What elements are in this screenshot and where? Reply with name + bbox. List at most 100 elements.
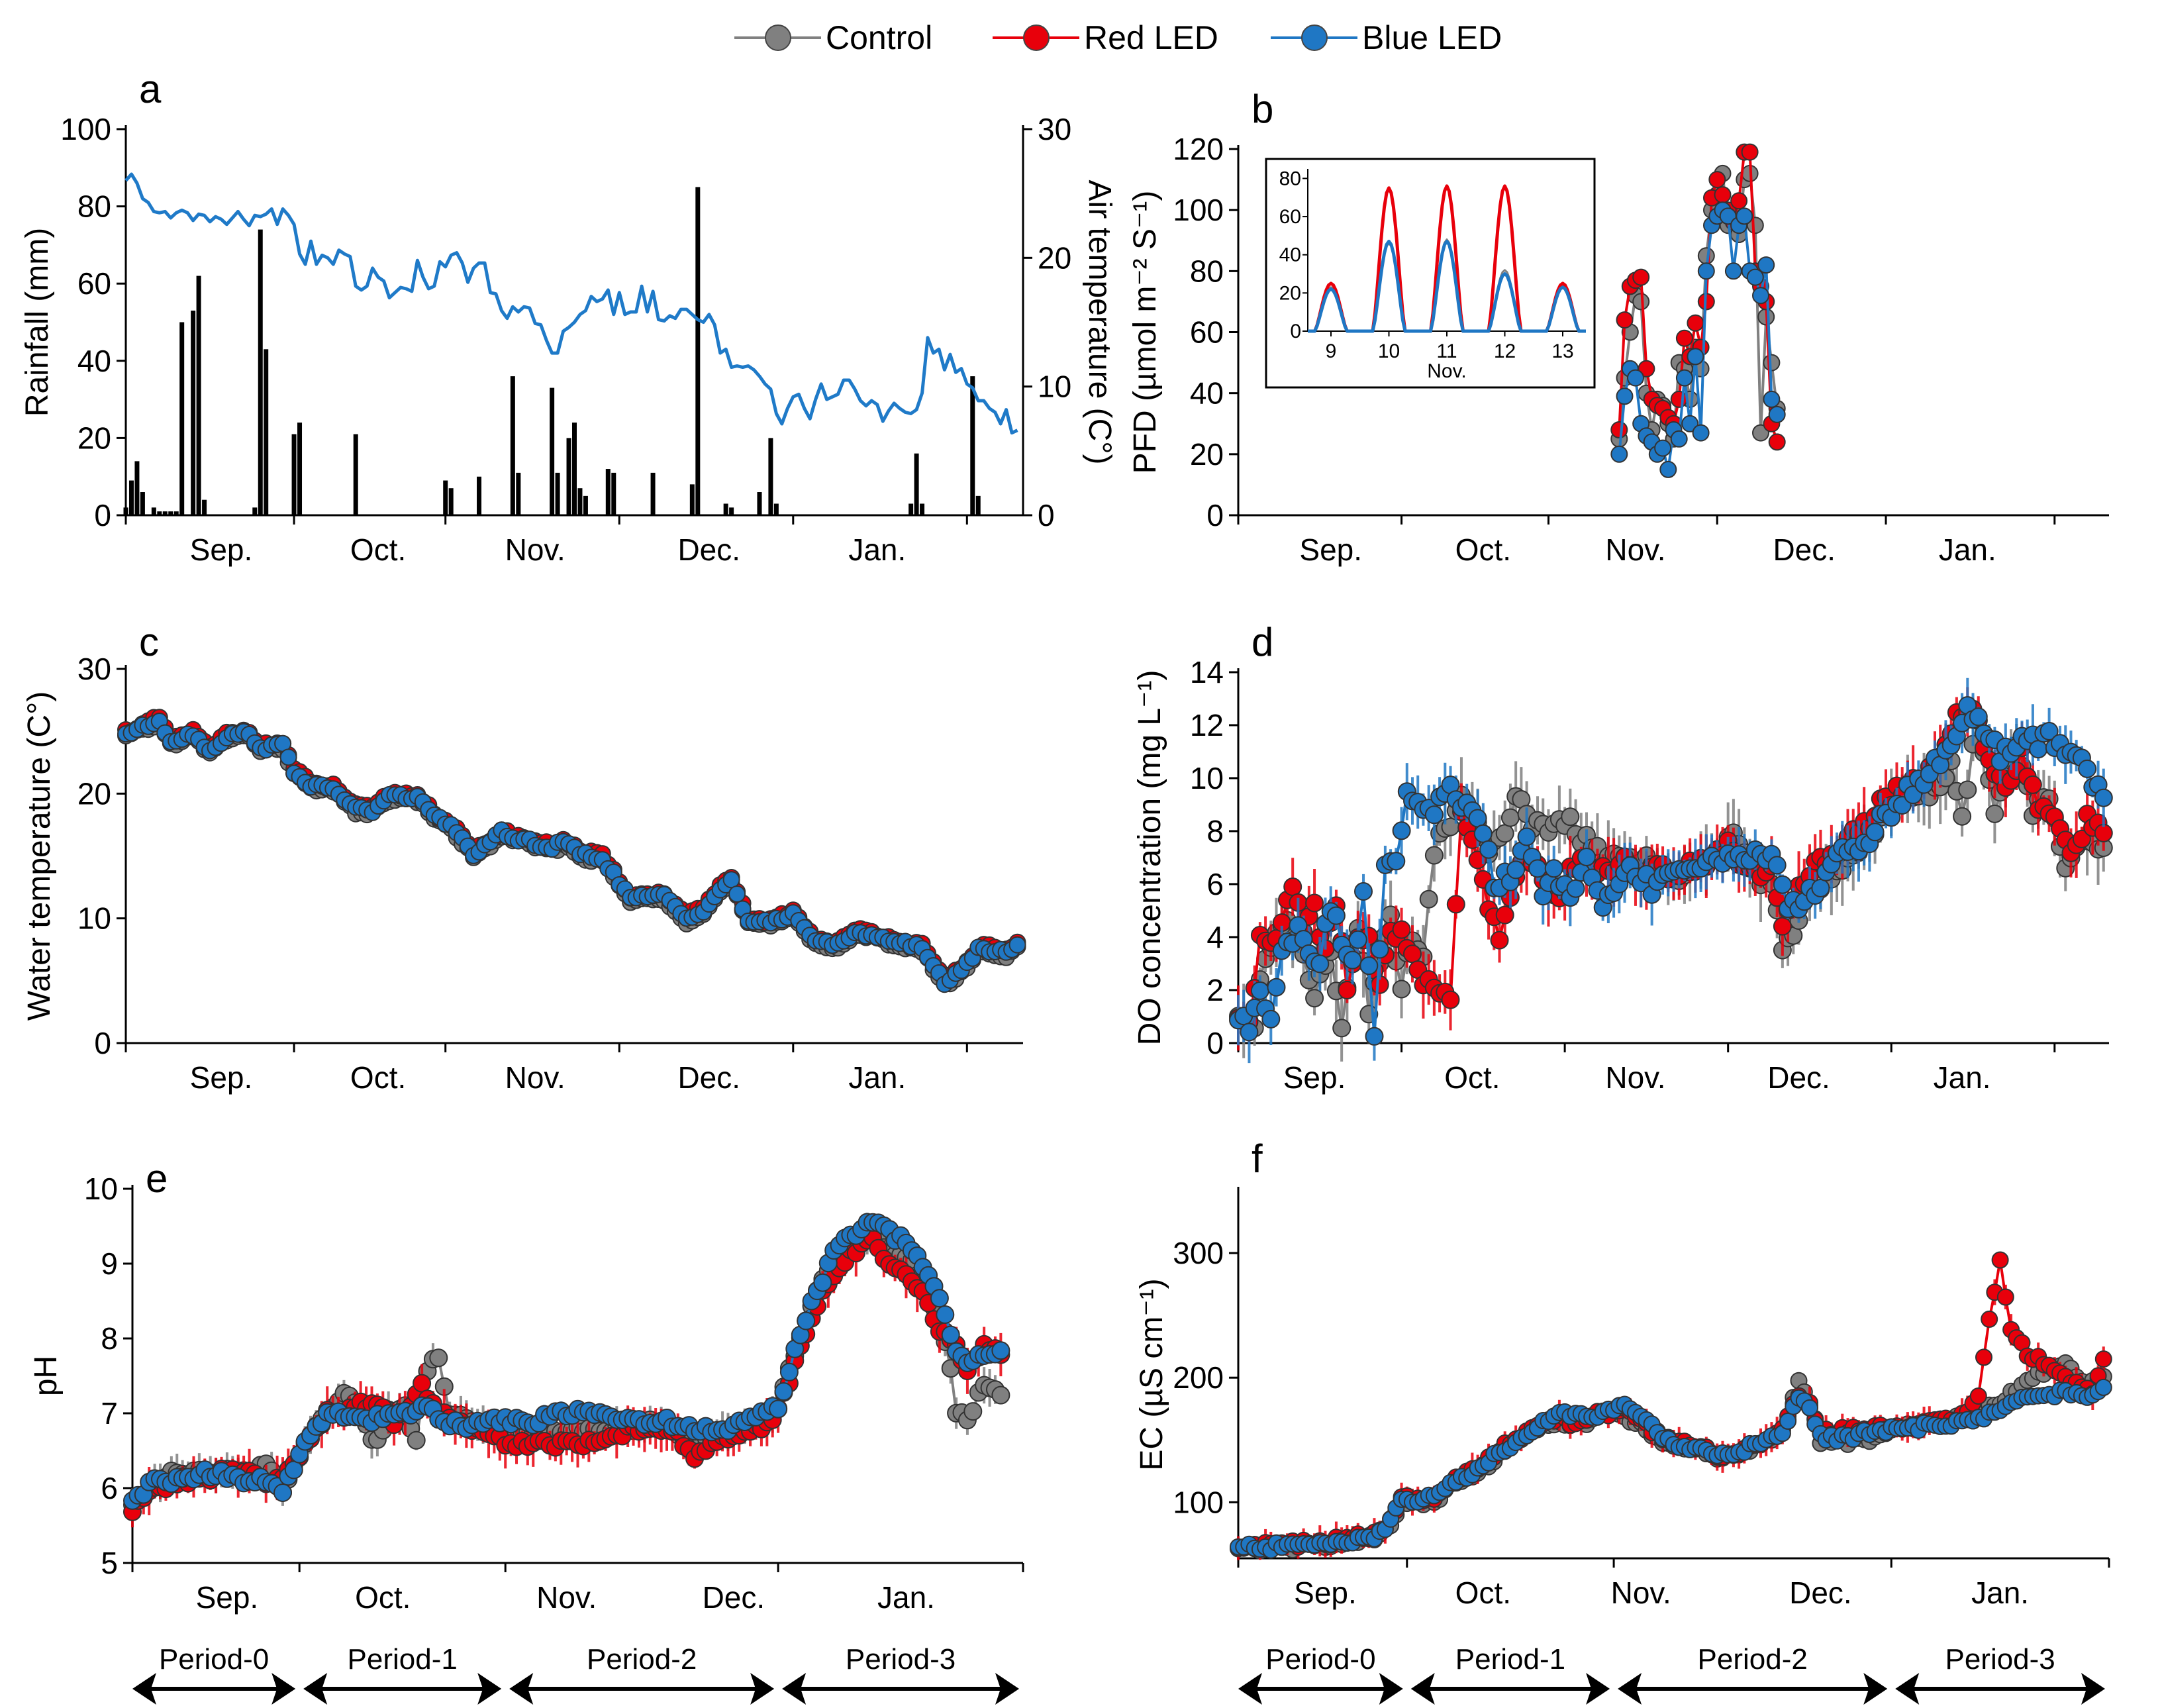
- panel-letter: e: [146, 1156, 168, 1201]
- inset-x-tick-label: 11: [1436, 340, 1457, 362]
- inset: 0 20 40 60 80 9 10 11 12 13 Nov.: [1265, 158, 1596, 389]
- panel-letter: c: [139, 620, 159, 664]
- month-label: Sep.: [190, 532, 253, 567]
- y-tick-label: 30: [77, 652, 111, 686]
- series-blue-led: [123, 1213, 1010, 1510]
- rainfall-bar: [173, 511, 179, 515]
- series-blue-led: [1230, 1378, 2112, 1559]
- rainfall-bar: [555, 472, 560, 515]
- period-label: Period-2: [587, 1643, 697, 1676]
- legend-label: Red LED: [1084, 19, 1218, 56]
- data-point: [1981, 1310, 1998, 1328]
- data-point: [429, 1348, 448, 1368]
- data-point: [1310, 954, 1330, 974]
- data-point: [1681, 415, 1699, 432]
- y-axis-title: PFD (µmol m⁻² S⁻¹): [1128, 191, 1163, 474]
- data-point: [1953, 807, 1972, 826]
- data-point: [1424, 805, 1444, 825]
- month-label: Sep.: [1294, 1576, 1357, 1610]
- month-label: Oct.: [355, 1580, 411, 1615]
- rainfall-bar: [252, 507, 258, 515]
- y-axis-title: pH: [28, 1356, 64, 1396]
- data-point: [1490, 930, 1509, 950]
- data-point: [1283, 878, 1302, 896]
- data-point: [1240, 1023, 1259, 1042]
- y-tick-label: 20: [1190, 437, 1224, 472]
- rainfall-bar: [768, 438, 773, 515]
- data-point: [1779, 1412, 1797, 1430]
- rainfall-bar: [723, 503, 728, 515]
- period-row-e: Period-0 Period-1 Period-2 Period-3: [132, 1643, 1019, 1705]
- inset-x-tick-label: 9: [1326, 340, 1337, 362]
- data-point: [1975, 1348, 1992, 1366]
- data-point: [1446, 895, 1465, 914]
- month-label: Dec.: [1789, 1576, 1852, 1610]
- data-point: [413, 1374, 432, 1393]
- y-axis-title: Water temperature (C°): [22, 691, 57, 1021]
- data-point: [1746, 268, 1764, 286]
- y-axis-title: DO concentration (mg L⁻¹): [1132, 670, 1167, 1046]
- data-point: [1419, 889, 1438, 909]
- data-point: [1670, 390, 1688, 408]
- rainfall-bar: [151, 507, 156, 515]
- data-point: [1387, 852, 1406, 871]
- data-point: [1577, 848, 1596, 866]
- data-point: [1610, 421, 1628, 438]
- rainfall-bar: [162, 511, 168, 515]
- y-tick-label: 200: [1173, 1360, 1224, 1395]
- data-point: [1801, 1399, 1818, 1417]
- period-label: Period-1: [1455, 1643, 1565, 1676]
- data-point: [1261, 1009, 1281, 1029]
- data-point: [1495, 824, 1514, 843]
- y-tick-label: 8: [101, 1321, 118, 1356]
- inset-x-label: Nov.: [1427, 360, 1466, 382]
- y-tick-label: 0: [94, 498, 111, 532]
- data-point: [1305, 989, 1324, 1008]
- data-point: [1517, 827, 1536, 846]
- legend-marker: [1023, 25, 1050, 51]
- data-point: [1659, 460, 1677, 478]
- data-point: [2023, 775, 2042, 794]
- data-point: [1670, 430, 1688, 448]
- y-tick-label: 20: [77, 421, 111, 455]
- data-point: [769, 1399, 788, 1419]
- rainfall-bar: [970, 376, 975, 515]
- data-point: [722, 871, 740, 889]
- rainfall-bar: [908, 503, 914, 515]
- month-label: Sep.: [1299, 532, 1362, 567]
- period-arrow: Period-2: [1618, 1643, 1888, 1705]
- rainfall-bar: [583, 495, 588, 515]
- data-point: [1724, 262, 1742, 280]
- legend-item: Red LED: [993, 19, 1218, 56]
- data-point: [728, 885, 746, 903]
- inset-y-tick-label: 20: [1279, 282, 1301, 304]
- y-tick-label: 40: [1190, 376, 1224, 411]
- data-point: [1424, 846, 1444, 865]
- data-point: [963, 1402, 983, 1421]
- y-axis-title: Rainfall (mm): [20, 228, 55, 417]
- rainfall-bar: [975, 495, 981, 515]
- month-label: Sep.: [196, 1580, 259, 1615]
- month-label: Dec.: [1773, 532, 1836, 567]
- data-point: [1991, 1251, 2009, 1269]
- data-point: [1479, 840, 1498, 859]
- data-point: [1392, 821, 1411, 840]
- data-point: [1773, 875, 1792, 894]
- panel-letter: f: [1252, 1136, 1263, 1181]
- data-point: [1610, 445, 1628, 463]
- series-red-led: [1230, 1251, 2112, 1560]
- data-point: [991, 1385, 1010, 1405]
- data-point: [1348, 930, 1367, 949]
- rainfall-bar: [689, 484, 695, 515]
- data-point: [1441, 990, 1460, 1009]
- y-tick-label: 120: [1173, 132, 1224, 166]
- data-point: [1544, 859, 1563, 878]
- y-tick-label: 14: [1190, 655, 1224, 689]
- rainfall-bar: [443, 480, 448, 515]
- period-arrow: Period-1: [303, 1643, 502, 1705]
- month-label: Jan.: [1934, 1060, 1991, 1095]
- month-label: Jan.: [1971, 1576, 2029, 1610]
- rainfall-bar: [191, 311, 196, 515]
